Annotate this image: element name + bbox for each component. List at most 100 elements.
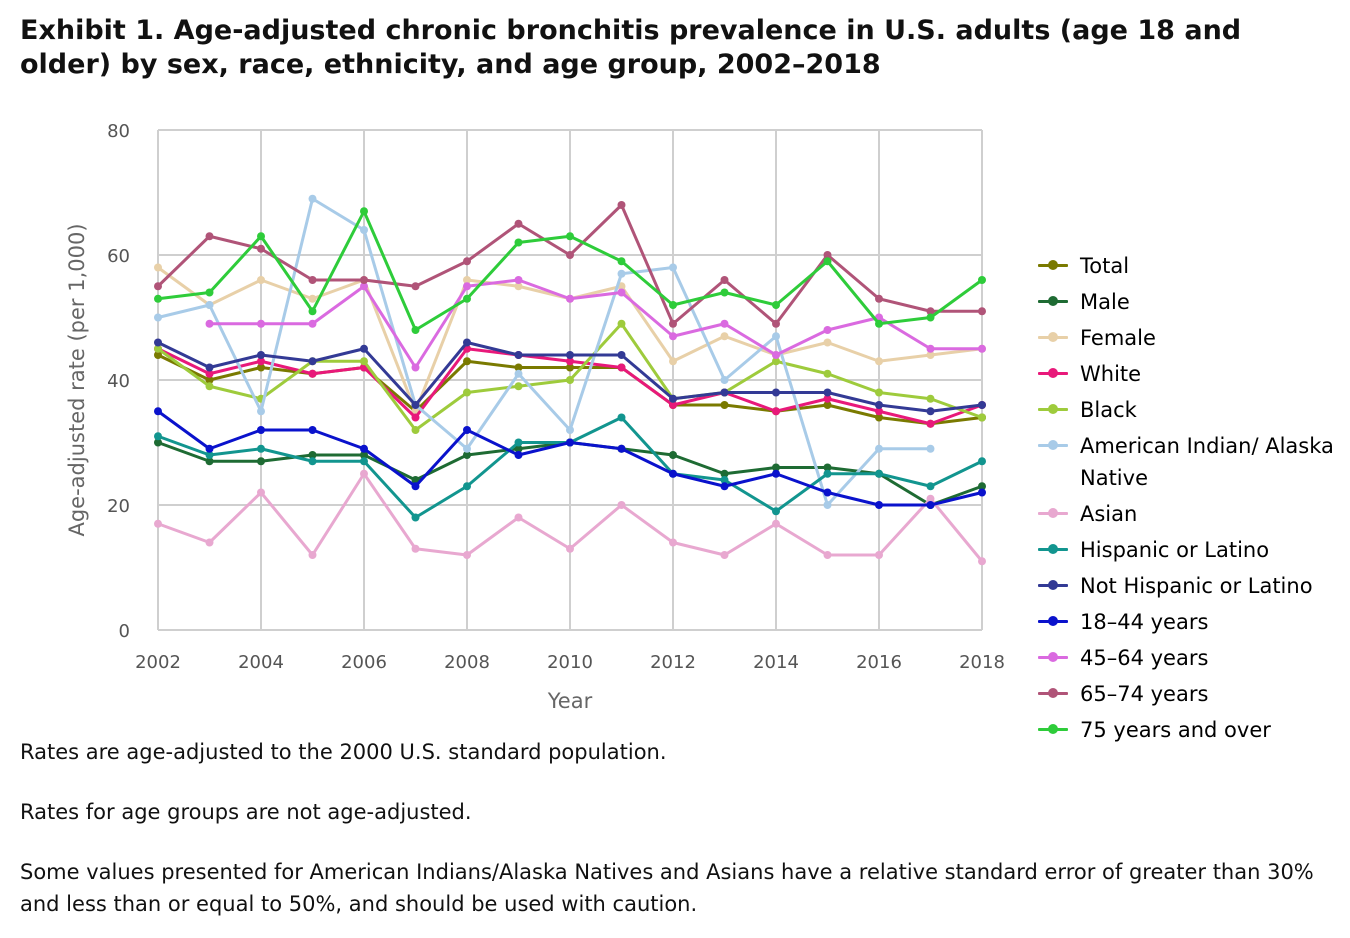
footnote-age-adjusted: Rates are age-adjusted to the 2000 U.S. … xyxy=(20,740,667,764)
data-point xyxy=(772,332,780,341)
x-tick-label: 2004 xyxy=(238,652,284,673)
data-point xyxy=(463,276,471,284)
data-point xyxy=(926,482,935,491)
footnote-caution: Some values presented for American India… xyxy=(20,860,1314,916)
data-point xyxy=(205,232,214,241)
data-point xyxy=(875,294,883,303)
data-point xyxy=(411,282,420,291)
data-point xyxy=(720,482,729,491)
x-tick-label: 2016 xyxy=(856,652,902,673)
data-point xyxy=(720,401,729,409)
data-point xyxy=(463,257,471,266)
data-point xyxy=(617,288,626,297)
data-point xyxy=(823,388,832,397)
data-point xyxy=(772,351,780,359)
data-point xyxy=(926,494,935,503)
data-point xyxy=(411,513,420,522)
data-point xyxy=(308,457,317,466)
data-point xyxy=(617,363,626,372)
legend-label: Black xyxy=(1080,398,1137,422)
data-point xyxy=(669,357,677,366)
data-point xyxy=(978,344,986,353)
data-point xyxy=(360,344,368,353)
data-point xyxy=(360,207,368,216)
data-point xyxy=(257,276,265,284)
legend-item[interactable]: 65–74 years xyxy=(1036,678,1346,714)
data-point xyxy=(463,451,471,459)
data-point xyxy=(823,326,832,334)
data-point xyxy=(514,363,523,372)
series-9 xyxy=(154,407,986,509)
data-point xyxy=(514,444,523,453)
legend-swatch-icon xyxy=(1036,394,1070,426)
x-axis-title: Year xyxy=(547,689,593,713)
data-point xyxy=(720,288,729,297)
data-point xyxy=(411,363,420,372)
legend-item[interactable]: 75 years and over xyxy=(1036,714,1346,750)
legend-item[interactable]: Not Hispanic or Latino xyxy=(1036,570,1346,606)
data-point xyxy=(978,457,986,466)
data-point xyxy=(360,451,368,459)
data-point xyxy=(823,369,832,378)
legend-item[interactable]: Black xyxy=(1036,394,1346,430)
data-point xyxy=(463,282,471,291)
legend-label: Not Hispanic or Latino xyxy=(1080,574,1313,598)
data-point xyxy=(823,488,832,497)
page-title: Exhibit 1. Age-adjusted chronic bronchit… xyxy=(20,15,1242,80)
data-point xyxy=(308,307,317,316)
data-point xyxy=(514,238,523,247)
data-point xyxy=(411,413,420,422)
data-point xyxy=(360,276,368,284)
legend-label: 18–44 years xyxy=(1080,610,1209,634)
data-point xyxy=(720,476,729,484)
legend-item[interactable]: White xyxy=(1036,358,1346,394)
y-axis-title: Age-adjusted rate (per 1,000) xyxy=(65,223,89,536)
legend-item[interactable]: Total xyxy=(1036,250,1346,286)
data-point xyxy=(978,401,986,409)
data-point xyxy=(926,407,935,416)
data-point xyxy=(257,244,265,253)
data-point xyxy=(926,313,935,322)
series-12 xyxy=(154,207,986,334)
data-point xyxy=(875,407,883,416)
data-point xyxy=(308,319,317,328)
data-point xyxy=(823,551,832,559)
data-point xyxy=(463,426,471,434)
data-point xyxy=(514,369,523,378)
legend-item[interactable]: American Indian/ Alaska Native xyxy=(1036,430,1346,498)
legend-item[interactable]: Hispanic or Latino xyxy=(1036,534,1346,570)
legend-item[interactable]: 45–64 years xyxy=(1036,642,1346,678)
data-point xyxy=(978,482,986,491)
data-point xyxy=(205,376,214,384)
data-point xyxy=(308,357,317,366)
legend-item[interactable]: Female xyxy=(1036,322,1346,358)
data-point xyxy=(926,394,935,403)
data-point xyxy=(463,482,471,491)
legend-label: Female xyxy=(1080,326,1156,350)
data-point xyxy=(308,294,317,303)
data-point xyxy=(720,276,729,284)
data-point xyxy=(411,401,420,409)
data-point xyxy=(875,551,883,559)
data-point xyxy=(823,251,832,259)
data-point xyxy=(463,551,471,559)
data-point xyxy=(257,232,265,241)
data-point xyxy=(669,451,677,459)
legend-item[interactable]: Male xyxy=(1036,286,1346,322)
data-point xyxy=(514,382,523,391)
data-point xyxy=(205,382,214,391)
data-point xyxy=(772,407,780,416)
x-tick-label: 2018 xyxy=(959,652,1005,673)
legend-item[interactable]: Asian xyxy=(1036,498,1346,534)
data-point xyxy=(308,451,317,459)
data-point xyxy=(617,257,626,266)
data-point xyxy=(669,332,677,341)
data-point xyxy=(875,319,883,328)
data-point xyxy=(205,301,214,309)
legend-item[interactable]: 18–44 years xyxy=(1036,606,1346,642)
chart-series xyxy=(154,194,986,566)
data-point xyxy=(823,469,832,478)
data-point xyxy=(514,351,523,359)
data-point xyxy=(566,232,574,241)
data-point xyxy=(205,363,214,372)
